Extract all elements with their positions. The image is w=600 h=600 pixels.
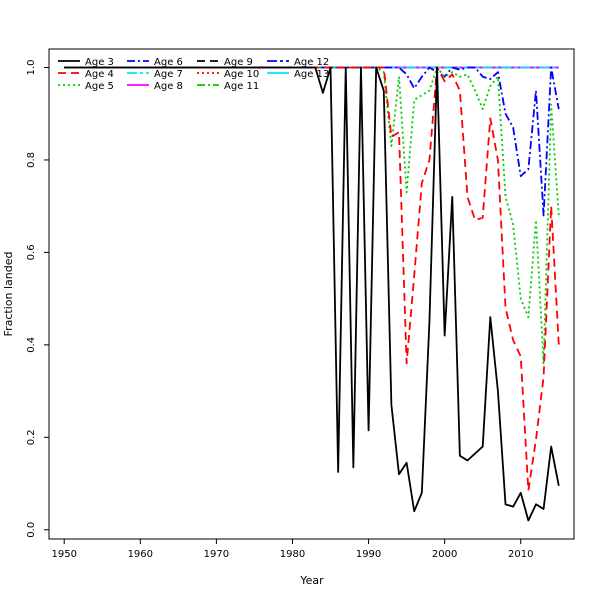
y-tick-label: 0.4 <box>26 337 37 353</box>
y-tick-label: 0.8 <box>26 152 37 168</box>
y-axis-label: Fraction landed <box>2 252 15 337</box>
legend-label: Age 3 <box>85 57 114 68</box>
legend-item-age-5: Age 5 <box>58 81 114 92</box>
legend-label: Age 5 <box>85 81 114 92</box>
y-tick-label: 1.0 <box>26 60 37 76</box>
legend-label: Age 9 <box>224 57 253 68</box>
legend-item-age-12: Age 12 <box>267 57 329 68</box>
legend-item-age-7: Age 7 <box>127 69 183 80</box>
x-tick-label: 1950 <box>51 549 76 560</box>
legend-item-age-8: Age 8 <box>127 81 183 92</box>
legend-label: Age 13 <box>294 69 329 80</box>
series-layer <box>64 66 560 522</box>
x-tick-label: 1970 <box>204 549 229 560</box>
y-tick-label: 0.2 <box>26 429 37 445</box>
y-axis: 0.0 0.2 0.4 0.6 0.8 1.0 <box>26 60 49 538</box>
x-tick-label: 2000 <box>432 549 457 560</box>
x-tick-label: 1990 <box>356 549 381 560</box>
legend-item-age-4: Age 4 <box>58 69 114 80</box>
legend-item-age-6: Age 6 <box>127 57 183 68</box>
legend-label: Age 6 <box>154 57 183 68</box>
series-line-age-3 <box>64 66 560 522</box>
legend-label: Age 7 <box>154 69 183 80</box>
legend-item-age-11: Age 11 <box>197 81 259 92</box>
legend-item-age-3: Age 3 <box>58 57 114 68</box>
x-tick-label: 1980 <box>280 549 305 560</box>
legend-item-age-9: Age 9 <box>197 57 253 68</box>
plot-frame <box>48 48 575 540</box>
x-axis-label: Year <box>299 574 324 587</box>
legend-label: Age 8 <box>154 81 183 92</box>
legend-item-age-10: Age 10 <box>197 69 259 80</box>
legend-label: Age 4 <box>85 69 114 80</box>
series-line-age-5 <box>64 66 560 365</box>
y-tick-label: 0.0 <box>26 522 37 538</box>
legend-label: Age 10 <box>224 69 259 80</box>
legend-label: Age 12 <box>294 57 329 68</box>
y-tick-label: 0.6 <box>26 244 37 260</box>
x-tick-label: 1960 <box>128 549 153 560</box>
x-tick-label: 2010 <box>508 549 533 560</box>
legend-label: Age 11 <box>224 81 259 92</box>
legend-item-age-13: Age 13 <box>267 69 329 80</box>
x-axis: 1950 1960 1970 1980 1990 2000 2010 <box>51 539 533 560</box>
